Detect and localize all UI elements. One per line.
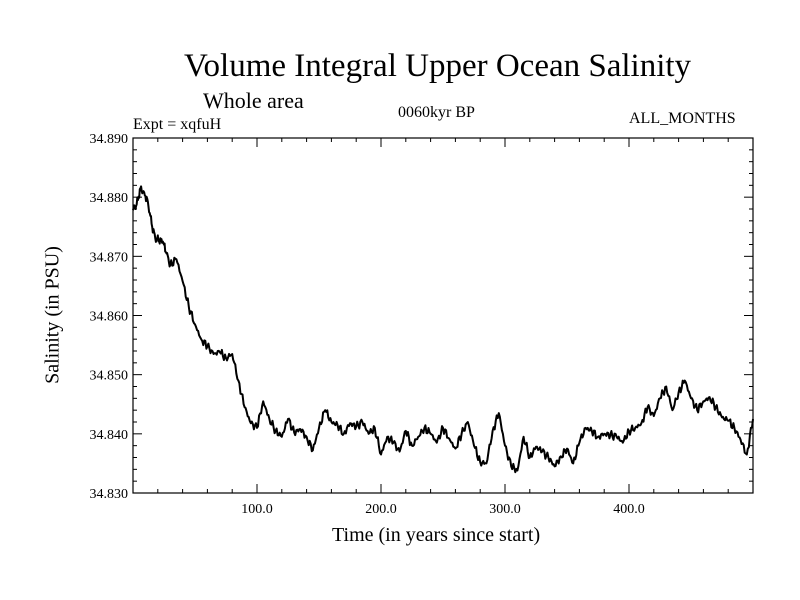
experiment-label: Expt = xqfuH [133, 116, 222, 133]
months-label: ALL_MONTHS [629, 110, 736, 127]
plot-frame [132, 137, 754, 494]
y-tick-label: 34.880 [90, 191, 129, 206]
period-label: 0060kyr BP [398, 104, 475, 121]
y-tick-label: 34.870 [90, 250, 129, 265]
x-axis-label: Time (in years since start) [332, 524, 541, 546]
series-line-salinity [132, 185, 754, 474]
axis-tick-labels: 34.830 34.840 34.850 34.860 34.870 34.880 34.8… [90, 132, 645, 517]
y-tick-label: 34.860 [90, 310, 129, 325]
y-tick-label: 34.830 [90, 487, 129, 502]
chart-title: Volume Integral Upper Ocean Salinity [183, 48, 692, 84]
chart-subtitle: Whole area [203, 88, 304, 113]
y-tick-label: 34.840 [90, 428, 129, 443]
y-tick-label: 34.890 [90, 132, 129, 147]
x-tick-label: 300.0 [489, 502, 521, 517]
y-tick-label: 34.850 [90, 369, 129, 384]
x-tick-label: 200.0 [365, 502, 397, 517]
x-tick-label: 100.0 [241, 502, 273, 517]
axis-ticks [133, 137, 753, 494]
x-tick-label: 400.0 [613, 502, 645, 517]
